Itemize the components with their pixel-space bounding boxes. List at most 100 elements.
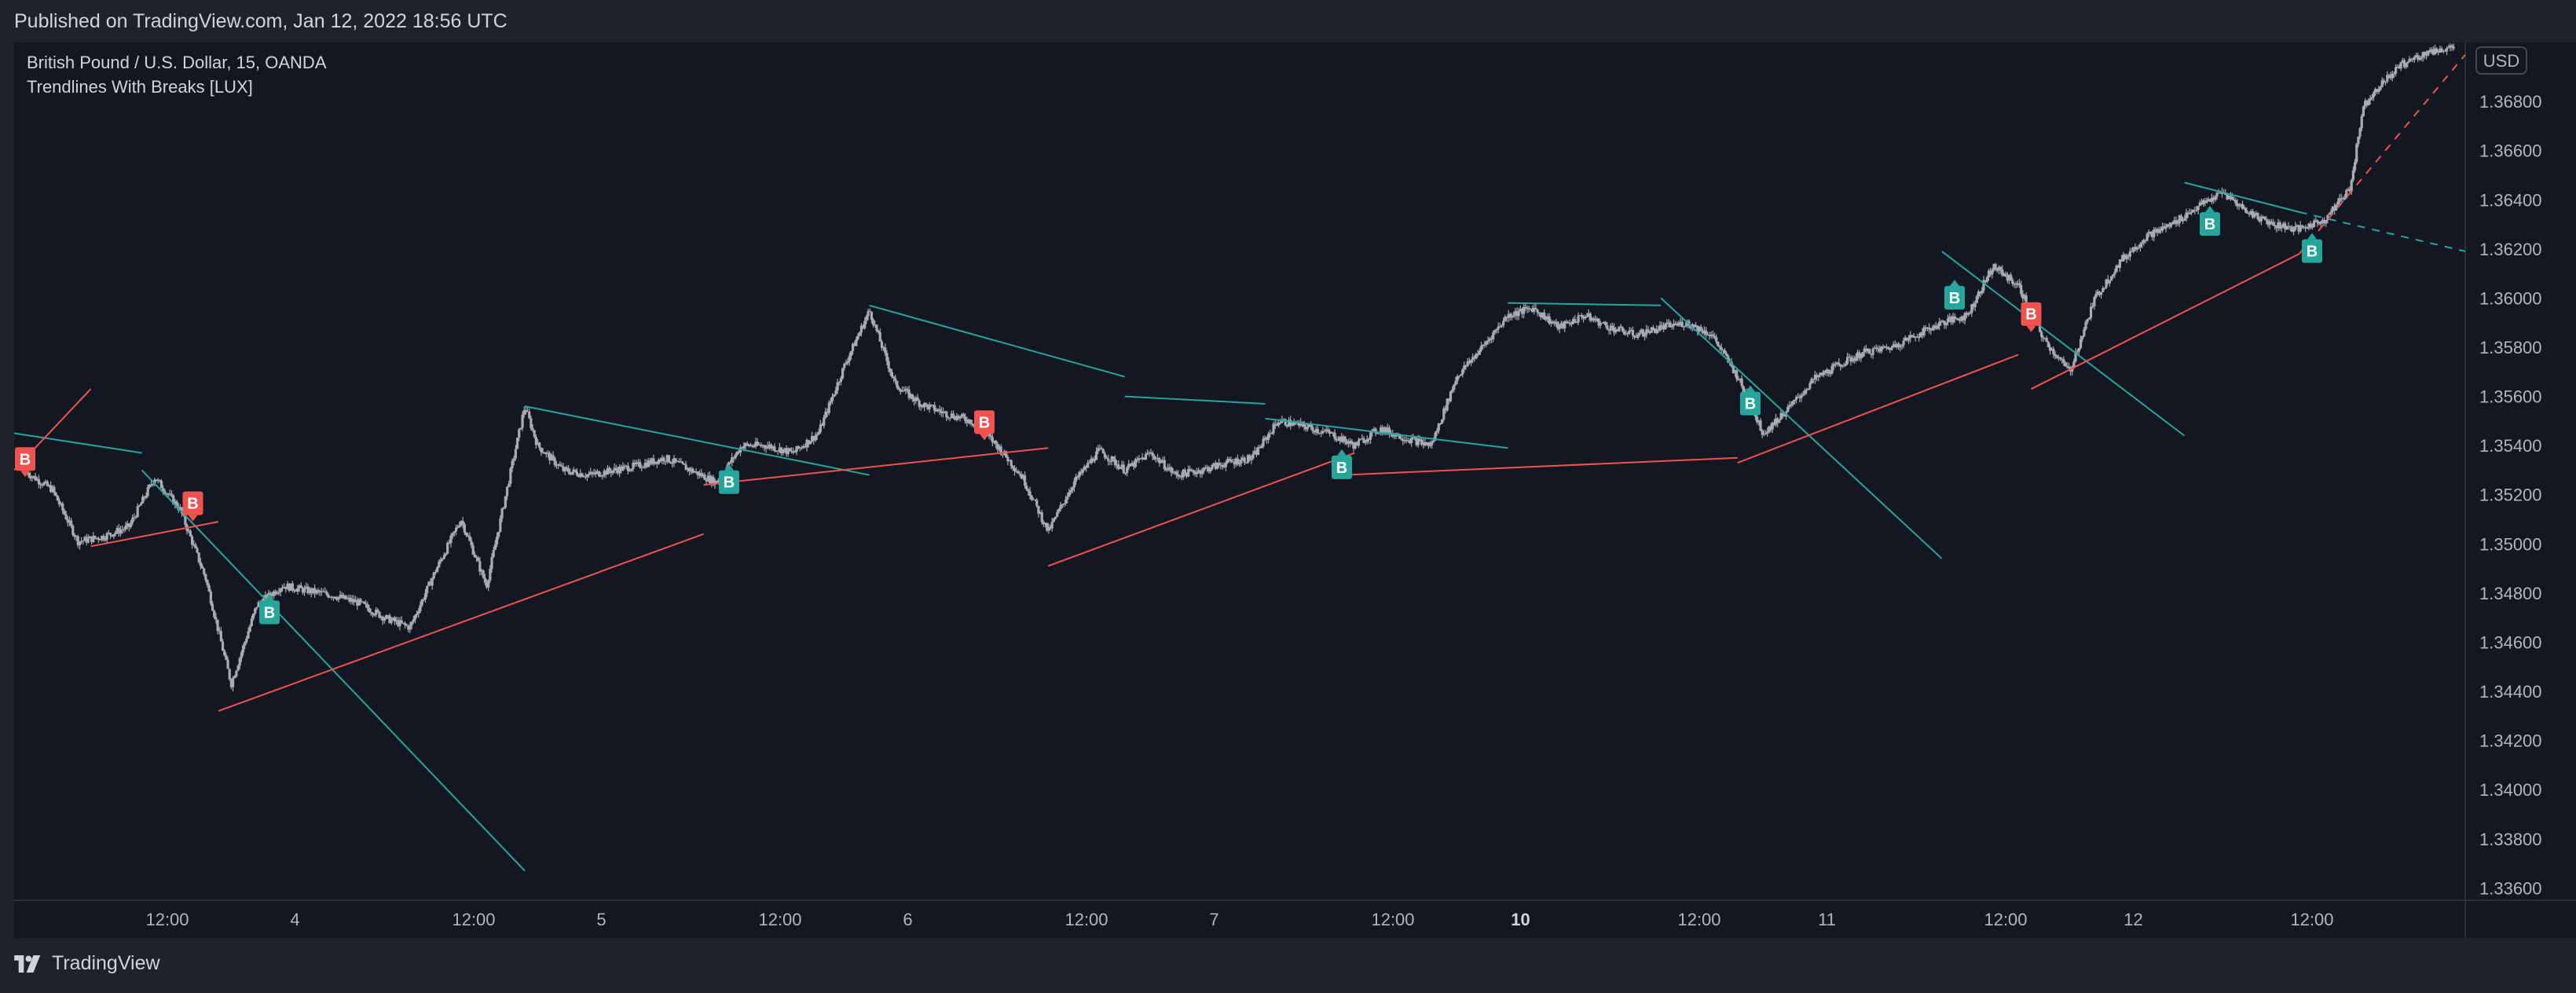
candle-body (2120, 259, 2123, 262)
candle-body (1979, 291, 1982, 294)
candle-body (829, 401, 833, 403)
indicator-title[interactable]: Trendlines With Breaks [LUX] (27, 77, 253, 97)
break-up-signal[interactable]: B (2302, 233, 2322, 263)
candle-body (1468, 361, 1471, 363)
currency-badge[interactable] (2475, 46, 2527, 75)
break-up-signal[interactable]: B (259, 594, 280, 625)
candle-body (897, 387, 900, 390)
symbol-title[interactable]: British Pound / U.S. Dollar, 15, OANDA (27, 53, 327, 72)
candle-body (327, 594, 330, 598)
candle-body (890, 372, 894, 377)
candle-body (514, 449, 517, 459)
candle-body (1856, 352, 1860, 357)
candle-body (2195, 210, 2198, 211)
candle-body (1042, 522, 1045, 525)
candle-body (2113, 272, 2116, 275)
candle-body (2399, 62, 2402, 69)
candle-body (2288, 226, 2292, 228)
candle-body (446, 542, 449, 554)
candle-body (1556, 321, 1559, 329)
break-down-signal[interactable]: B (182, 491, 203, 522)
candle-body (680, 461, 683, 463)
upper-trendline (1660, 297, 1943, 559)
candle-body (562, 466, 565, 471)
candle-body (655, 461, 658, 464)
candle-body (1597, 318, 1600, 326)
candle-body (1842, 365, 1845, 367)
candle-body (2284, 223, 2287, 230)
candle-body (277, 592, 280, 593)
candle-body (1791, 401, 1794, 405)
candle-body (1200, 471, 1204, 475)
candle-body (2099, 291, 2103, 295)
candle-body (1129, 464, 1132, 467)
candle-body (1568, 322, 1571, 324)
candle-body (846, 361, 849, 364)
candle-body (2418, 58, 2421, 60)
candle-body (524, 410, 528, 412)
candle-body (1241, 457, 1244, 460)
candle-body (288, 584, 291, 592)
candle-body (1854, 357, 1858, 361)
tradingview-logo-icon (14, 955, 41, 973)
candle-body (473, 554, 476, 558)
candle-body (914, 398, 918, 401)
candle-body (712, 476, 715, 486)
candle-body (1262, 438, 1265, 447)
candle-body (1963, 313, 1966, 321)
candle-body (1660, 325, 1663, 327)
candle-body (989, 435, 992, 438)
candle-body (843, 364, 846, 368)
candle-body (1193, 472, 1196, 475)
break-up-signal[interactable]: B (1332, 449, 1352, 479)
candle-body (744, 443, 747, 446)
candle-body (1097, 448, 1100, 452)
candle-body (797, 445, 800, 449)
candle-body (2325, 220, 2328, 224)
break-down-signal[interactable]: B (2021, 302, 2042, 332)
candle-body (659, 459, 662, 462)
candle-body (782, 449, 785, 454)
candle-body (1839, 364, 1842, 367)
candle-body (1737, 379, 1740, 380)
candle-body (432, 572, 435, 579)
candle-body (241, 645, 245, 653)
candle-body (2077, 348, 2080, 352)
price-chart[interactable]: B B B B B B B B B B B 1.33600 1.33800 1.34000 1.34200… (14, 42, 2576, 938)
candle-body (2443, 50, 2447, 52)
candle-body (2167, 224, 2171, 227)
candle-body (1563, 321, 1566, 328)
candle-body (2042, 337, 2045, 339)
break-up-signal[interactable]: B (719, 464, 739, 494)
candle-body (352, 599, 356, 603)
candle-body (1600, 322, 1604, 324)
candle-body (1720, 346, 1723, 350)
break-down-signal[interactable]: B (15, 447, 35, 478)
break-down-signal[interactable]: B (974, 410, 995, 441)
candle-body (1333, 432, 1336, 439)
candle-body (467, 535, 470, 537)
candle-body (1995, 269, 1999, 271)
candle-body (2353, 162, 2357, 170)
break-up-signal[interactable]: B (1944, 280, 1965, 310)
chart-area[interactable] (14, 42, 2576, 938)
candle-body (565, 467, 569, 469)
break-up-signal[interactable]: B (1740, 385, 1761, 416)
candle-body (1219, 464, 1222, 466)
candle-body (1500, 325, 1504, 327)
candle-body (1845, 357, 1849, 365)
candle-body (894, 378, 897, 381)
candle-body (372, 614, 376, 616)
candle-body (962, 414, 966, 417)
candle-body (1548, 316, 1551, 324)
candle-body (1265, 437, 1268, 440)
break-up-signal[interactable]: B (2200, 206, 2220, 236)
candle-body (1214, 463, 1217, 469)
brand[interactable]: TradingView (14, 952, 160, 975)
candle-body (73, 534, 76, 537)
candle-body (121, 529, 124, 531)
candle-body (1705, 330, 1708, 335)
candle-body (1424, 442, 1427, 445)
candle-body (1444, 408, 1447, 411)
candle-body (1406, 440, 1409, 442)
